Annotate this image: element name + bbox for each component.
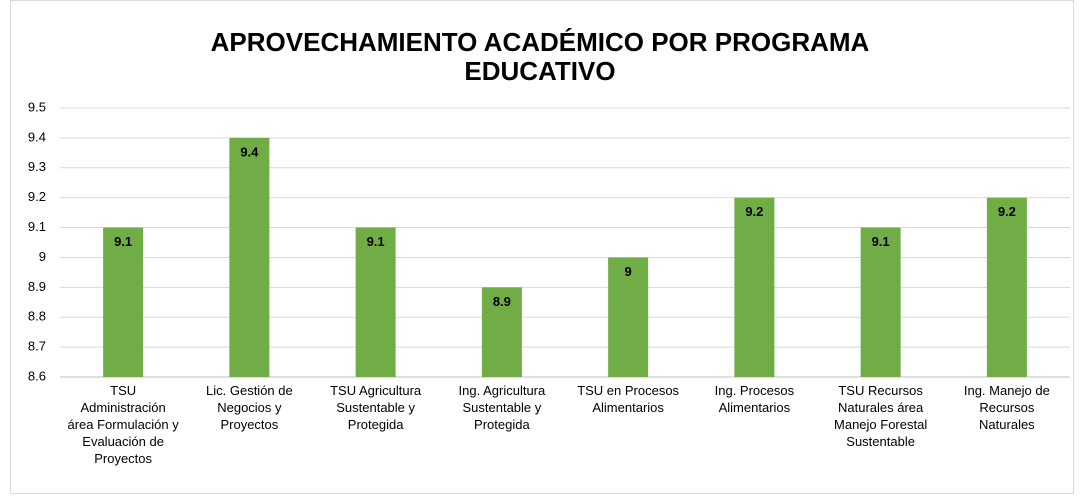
x-tick-label: TSU Recursos Naturales área Manejo Fores… xyxy=(834,383,928,449)
y-tick-label: 9.4 xyxy=(28,129,46,144)
data-label: 9.1 xyxy=(367,234,385,249)
y-tick-label: 9 xyxy=(39,249,46,264)
chart-frame xyxy=(10,0,1074,494)
y-tick-label: 8.8 xyxy=(28,309,46,324)
x-tick-label: Lic. Gestión de Negocios y Proyectos xyxy=(206,383,293,432)
y-tick-label: 9.3 xyxy=(28,159,46,174)
x-tick-label: TSU Administración área Formulación y Ev… xyxy=(67,383,179,466)
data-label: 9.1 xyxy=(872,234,890,249)
x-tick-label: TSU Agricultura Sustentable y Protegida xyxy=(330,383,422,432)
y-tick-label: 8.7 xyxy=(28,339,46,354)
bar xyxy=(608,257,649,377)
y-tick-label: 9.5 xyxy=(28,99,46,114)
bar xyxy=(734,197,775,377)
data-label: 9.4 xyxy=(240,144,259,159)
bar xyxy=(860,227,901,377)
data-label: 8.9 xyxy=(493,294,511,309)
bar xyxy=(986,197,1027,377)
y-tick-label: 9.2 xyxy=(28,189,46,204)
y-tick-label: 9.1 xyxy=(28,219,46,234)
bar xyxy=(355,227,396,377)
x-tick-label: Ing. Procesos Alimentarios xyxy=(714,383,795,415)
data-label: 9 xyxy=(625,264,632,279)
data-label: 9.2 xyxy=(998,204,1016,219)
bar xyxy=(481,287,522,377)
bar xyxy=(229,137,270,377)
chart-title: APROVECHAMIENTO ACADÉMICO POR PROGRAMA E… xyxy=(210,27,870,86)
y-tick-label: 8.9 xyxy=(28,279,46,294)
y-tick-label: 8.6 xyxy=(28,368,46,383)
data-label: 9.2 xyxy=(745,204,763,219)
x-tick-label: Ing. Manejo de Recursos Naturales xyxy=(963,383,1050,432)
x-tick-label: Ing. Agricultura Sustentable y Protegida xyxy=(458,383,546,432)
bar xyxy=(103,227,144,377)
x-tick-label: TSU en Procesos Alimentarios xyxy=(577,383,680,415)
data-label: 9.1 xyxy=(114,234,132,249)
